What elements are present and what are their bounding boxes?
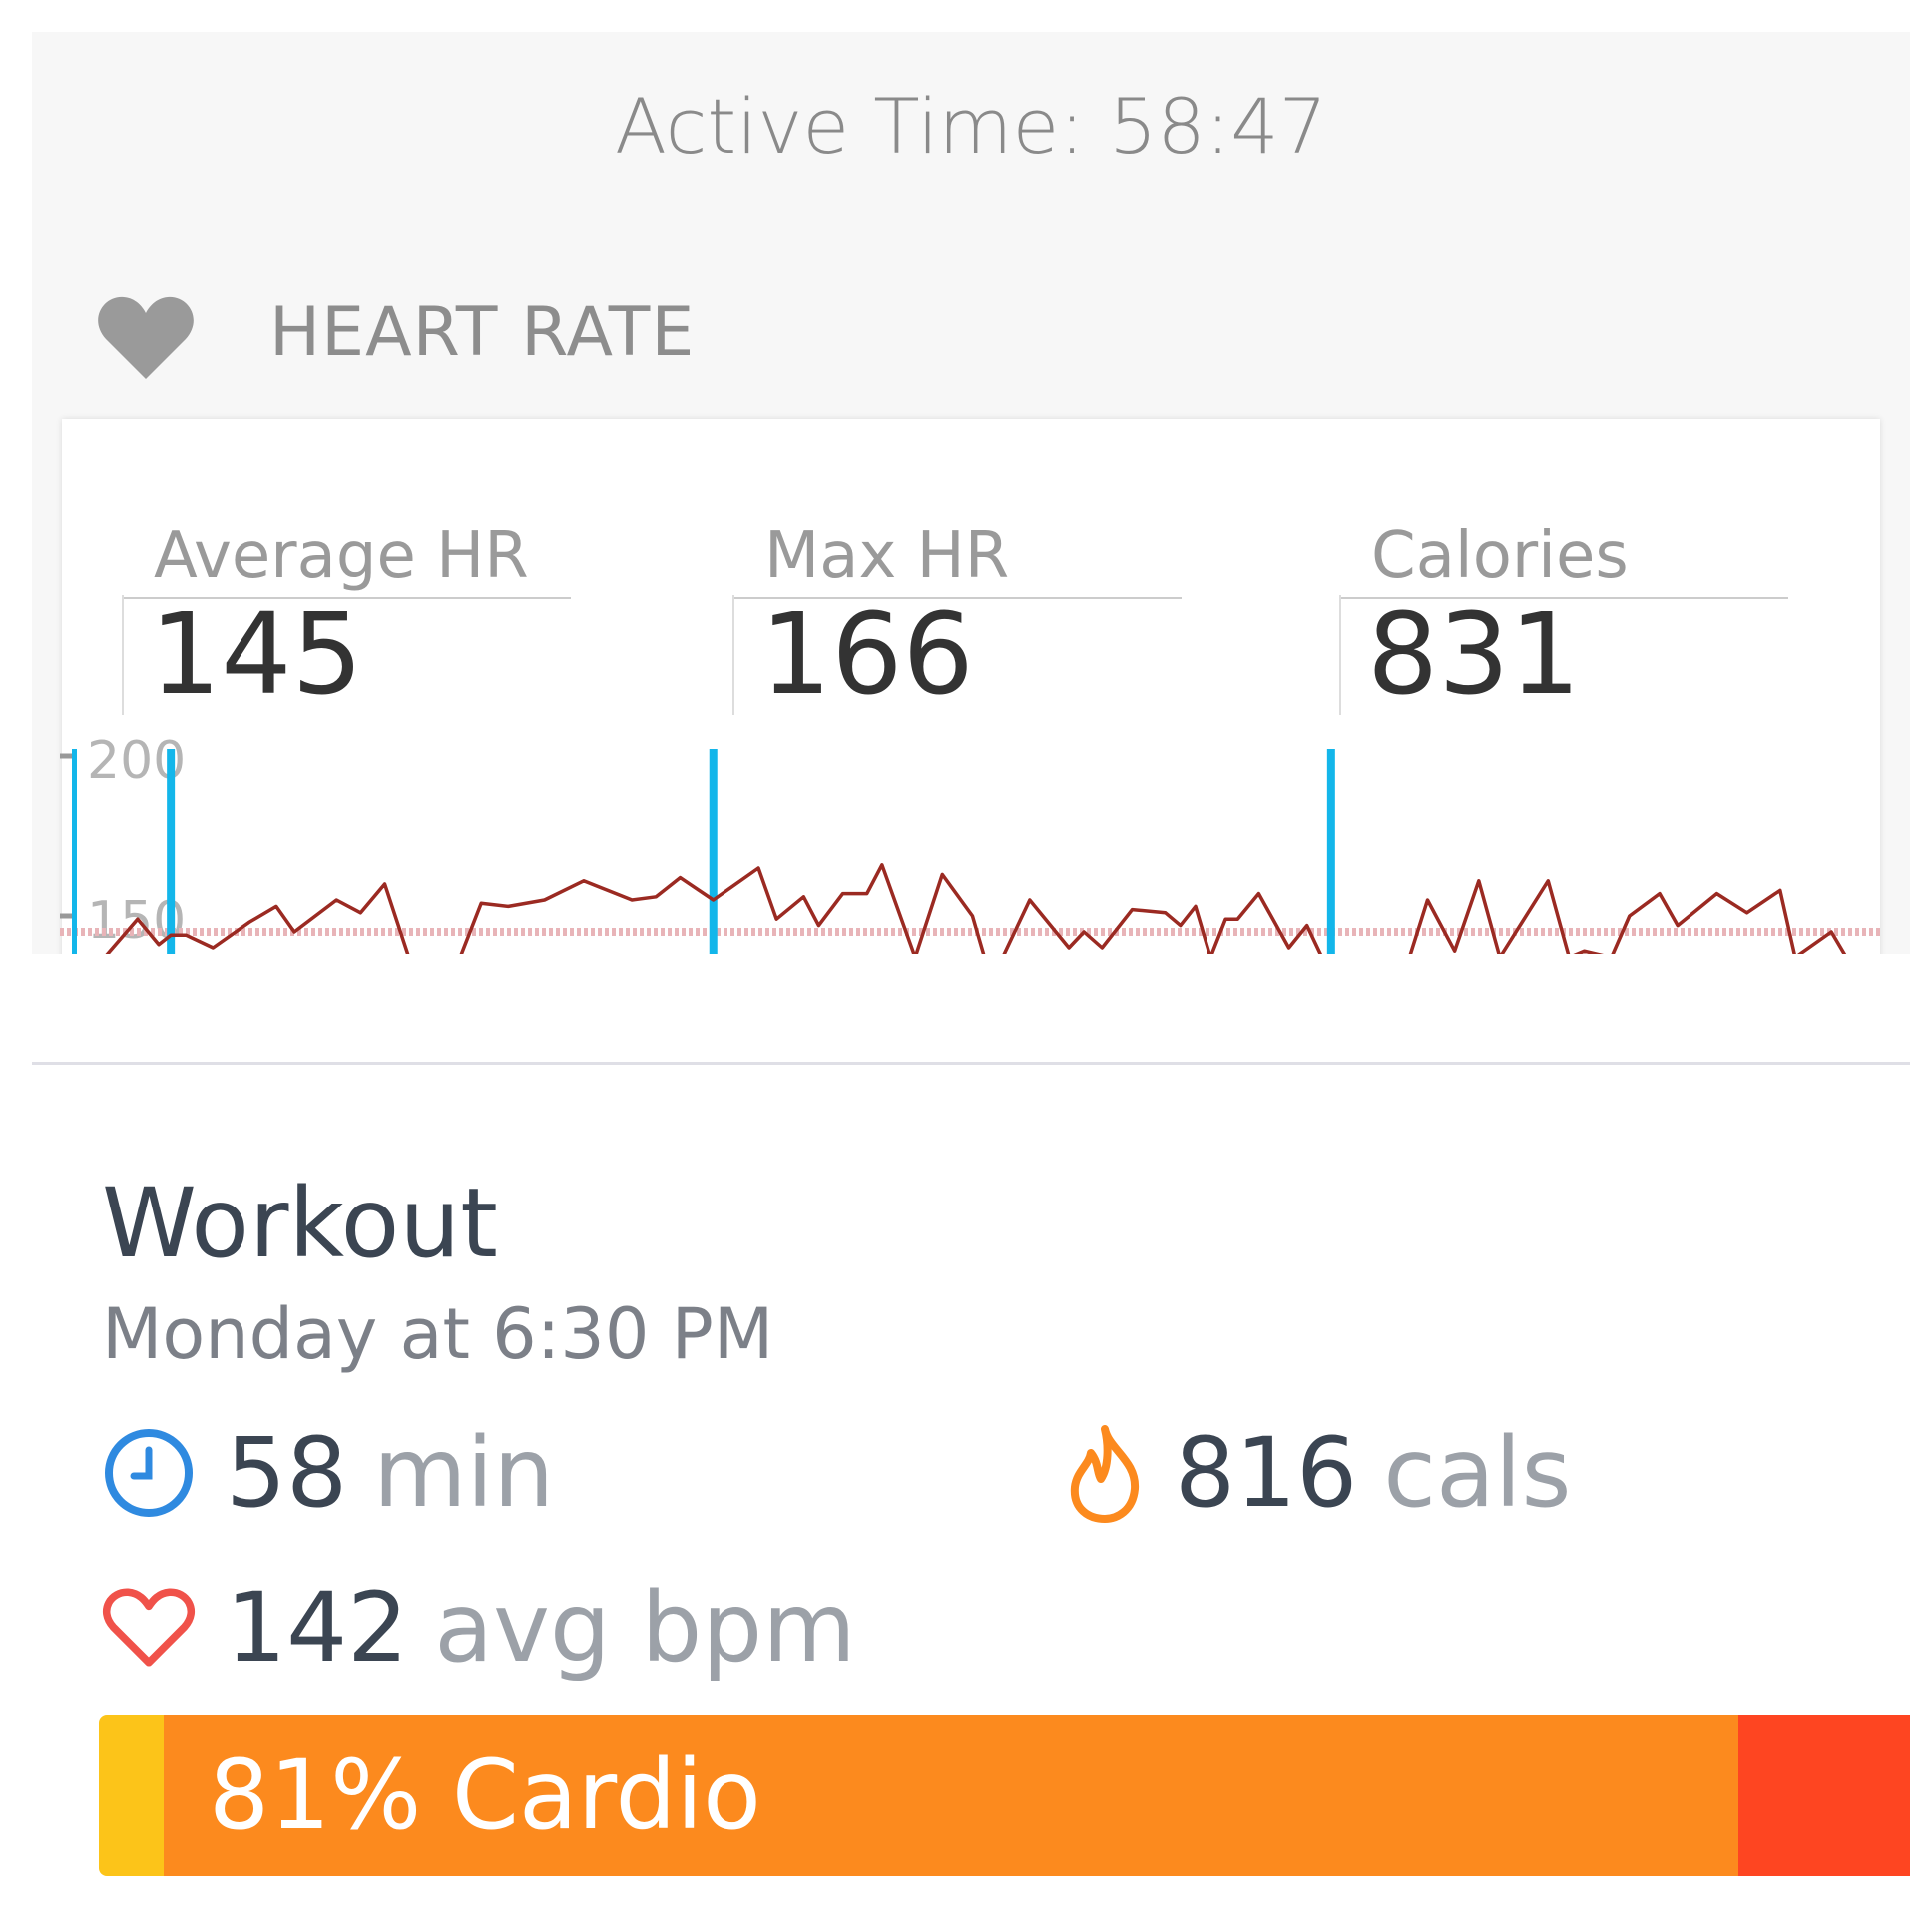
section-title: HEART RATE: [269, 293, 696, 372]
bpm-value: 142: [226, 1572, 409, 1684]
stat-average-hr: Average HR 145: [122, 519, 571, 715]
stat-label: Average HR: [122, 519, 571, 599]
duration-row: 58 min: [102, 1417, 554, 1529]
bpm-row: 142 avg bpm: [102, 1572, 856, 1684]
calories-value: 816: [1175, 1417, 1358, 1529]
duration-value: 58: [226, 1417, 348, 1529]
stat-calories: Calories 831: [1339, 519, 1788, 715]
heart-zone-bar: 81% Cardio: [99, 1715, 1910, 1876]
stat-max-hr: Max HR 166: [732, 519, 1182, 715]
calories-unit: cals: [1383, 1417, 1572, 1529]
active-time: Active Time: 58:47: [614, 82, 1328, 171]
heart-icon: [98, 296, 194, 379]
stat-value: 166: [732, 595, 1182, 715]
workout-title: Workout: [102, 1168, 498, 1279]
heart-outline-icon: [103, 1588, 195, 1667]
zone-segment-cardio: [164, 1715, 1738, 1876]
divider: [32, 1062, 1910, 1065]
zone-segment-peak: [1737, 1715, 1910, 1876]
zone-label: 81% Cardio: [209, 1739, 761, 1851]
calories-row: 816 cals: [1065, 1417, 1572, 1529]
clock-icon: [105, 1429, 193, 1517]
stat-label: Max HR: [732, 519, 1182, 599]
zone-segment-fat-burn: [99, 1715, 165, 1876]
stat-label: Calories: [1339, 519, 1788, 599]
bpm-unit: avg bpm: [434, 1572, 856, 1684]
stat-value: 831: [1339, 595, 1788, 715]
workout-date: Monday at 6:30 PM: [102, 1293, 774, 1375]
heart-rate-panel: Active Time: 58:47 HEART RATE Average HR…: [32, 32, 1910, 954]
heart-rate-chart: 200 150: [60, 731, 1880, 954]
duration-unit: min: [373, 1417, 555, 1529]
stat-value: 145: [122, 595, 571, 715]
heart-rate-line: [105, 863, 1847, 954]
heart-rate-card: Average HR 145 Max HR 166 Calories 831: [62, 419, 1880, 954]
flame-icon: [1070, 1425, 1140, 1523]
